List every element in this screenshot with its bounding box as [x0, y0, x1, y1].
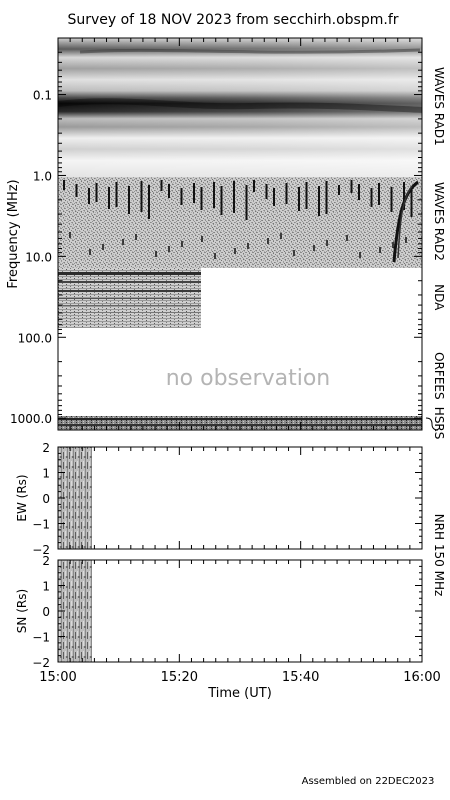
nrh-label: NRH 150 MHz	[432, 514, 446, 597]
band-rad2-image	[58, 177, 422, 268]
rs-tick-label: −2	[32, 543, 50, 557]
rad2-burst-streaks	[63, 180, 413, 259]
rs-tick-label: 1	[42, 580, 50, 594]
band-nda-image	[58, 268, 201, 328]
nrh-ew-axes: −2 −1 0 1 2	[32, 441, 422, 557]
rs-tick-label: 1	[42, 467, 50, 481]
band-label: WAVES RAD1	[432, 67, 446, 146]
time-tick-label: 16:00	[403, 670, 440, 685]
band-rad1-image	[57, 38, 423, 177]
no-observation-label: no observation	[166, 366, 331, 391]
freq-tick-label: 1000.0	[10, 412, 52, 426]
hsrs-bracket	[425, 417, 439, 431]
rs-tick-label: −2	[32, 656, 50, 670]
nrh-ew-panel: −2 −1 0 1 2 EW (Rs)	[15, 441, 423, 557]
nrh-sn-frame	[57, 559, 423, 663]
rs-tick-label: −1	[32, 518, 50, 532]
nrh-ew-ylabel: EW (Rs)	[15, 474, 29, 521]
spectrum-panel: no observation 0.1 1.0 10.0 100.0 1000.0 WAV…	[6, 37, 446, 439]
band-label: WAVES RAD2	[432, 182, 446, 261]
time-tick-label: 15:20	[161, 670, 198, 685]
footer-assembled: Assembled on 22DEC2023	[302, 776, 435, 787]
rs-tick-label: −1	[32, 631, 50, 645]
band-labels: WAVES RAD1 WAVES RAD2 NDA ORFEES HSRS	[432, 67, 446, 439]
freq-tick-label: 10.0	[25, 250, 52, 264]
time-tick-label: 15:00	[39, 670, 76, 685]
nrh-sn-panel: −2 −1 0 1 2 SN (Rs)	[15, 554, 423, 670]
band-label: NDA	[432, 284, 446, 311]
time-axis: 15:00 15:20 15:40 16:00	[39, 38, 441, 685]
band-label: ORFEES	[432, 352, 446, 399]
band-hsrs-image	[58, 416, 422, 430]
freq-tick-label: 100.0	[18, 331, 52, 345]
rs-tick-label: 0	[42, 605, 50, 619]
freq-tick-label: 1.0	[33, 169, 52, 183]
time-tick-label: 15:40	[282, 670, 319, 685]
freq-tick-label: 0.1	[33, 89, 52, 103]
chart-title: Survey of 18 NOV 2023 from secchirh.obsp…	[67, 12, 398, 28]
spectrum-axes: 0.1 1.0 10.0 100.0 1000.0	[10, 37, 422, 426]
rs-tick-label: 2	[42, 441, 50, 455]
band-label: HSRS	[432, 407, 446, 440]
rs-tick-label: 0	[42, 492, 50, 506]
nrh-ew-frame	[57, 446, 423, 550]
rs-tick-label: 2	[42, 554, 50, 568]
spectrum-ylabel: Frequency (MHz)	[6, 179, 21, 288]
nrh-sn-ylabel: SN (Rs)	[15, 589, 29, 633]
time-xlabel: Time (UT)	[207, 686, 272, 701]
nrh-sn-axes: −2 −1 0 1 2	[32, 554, 422, 670]
